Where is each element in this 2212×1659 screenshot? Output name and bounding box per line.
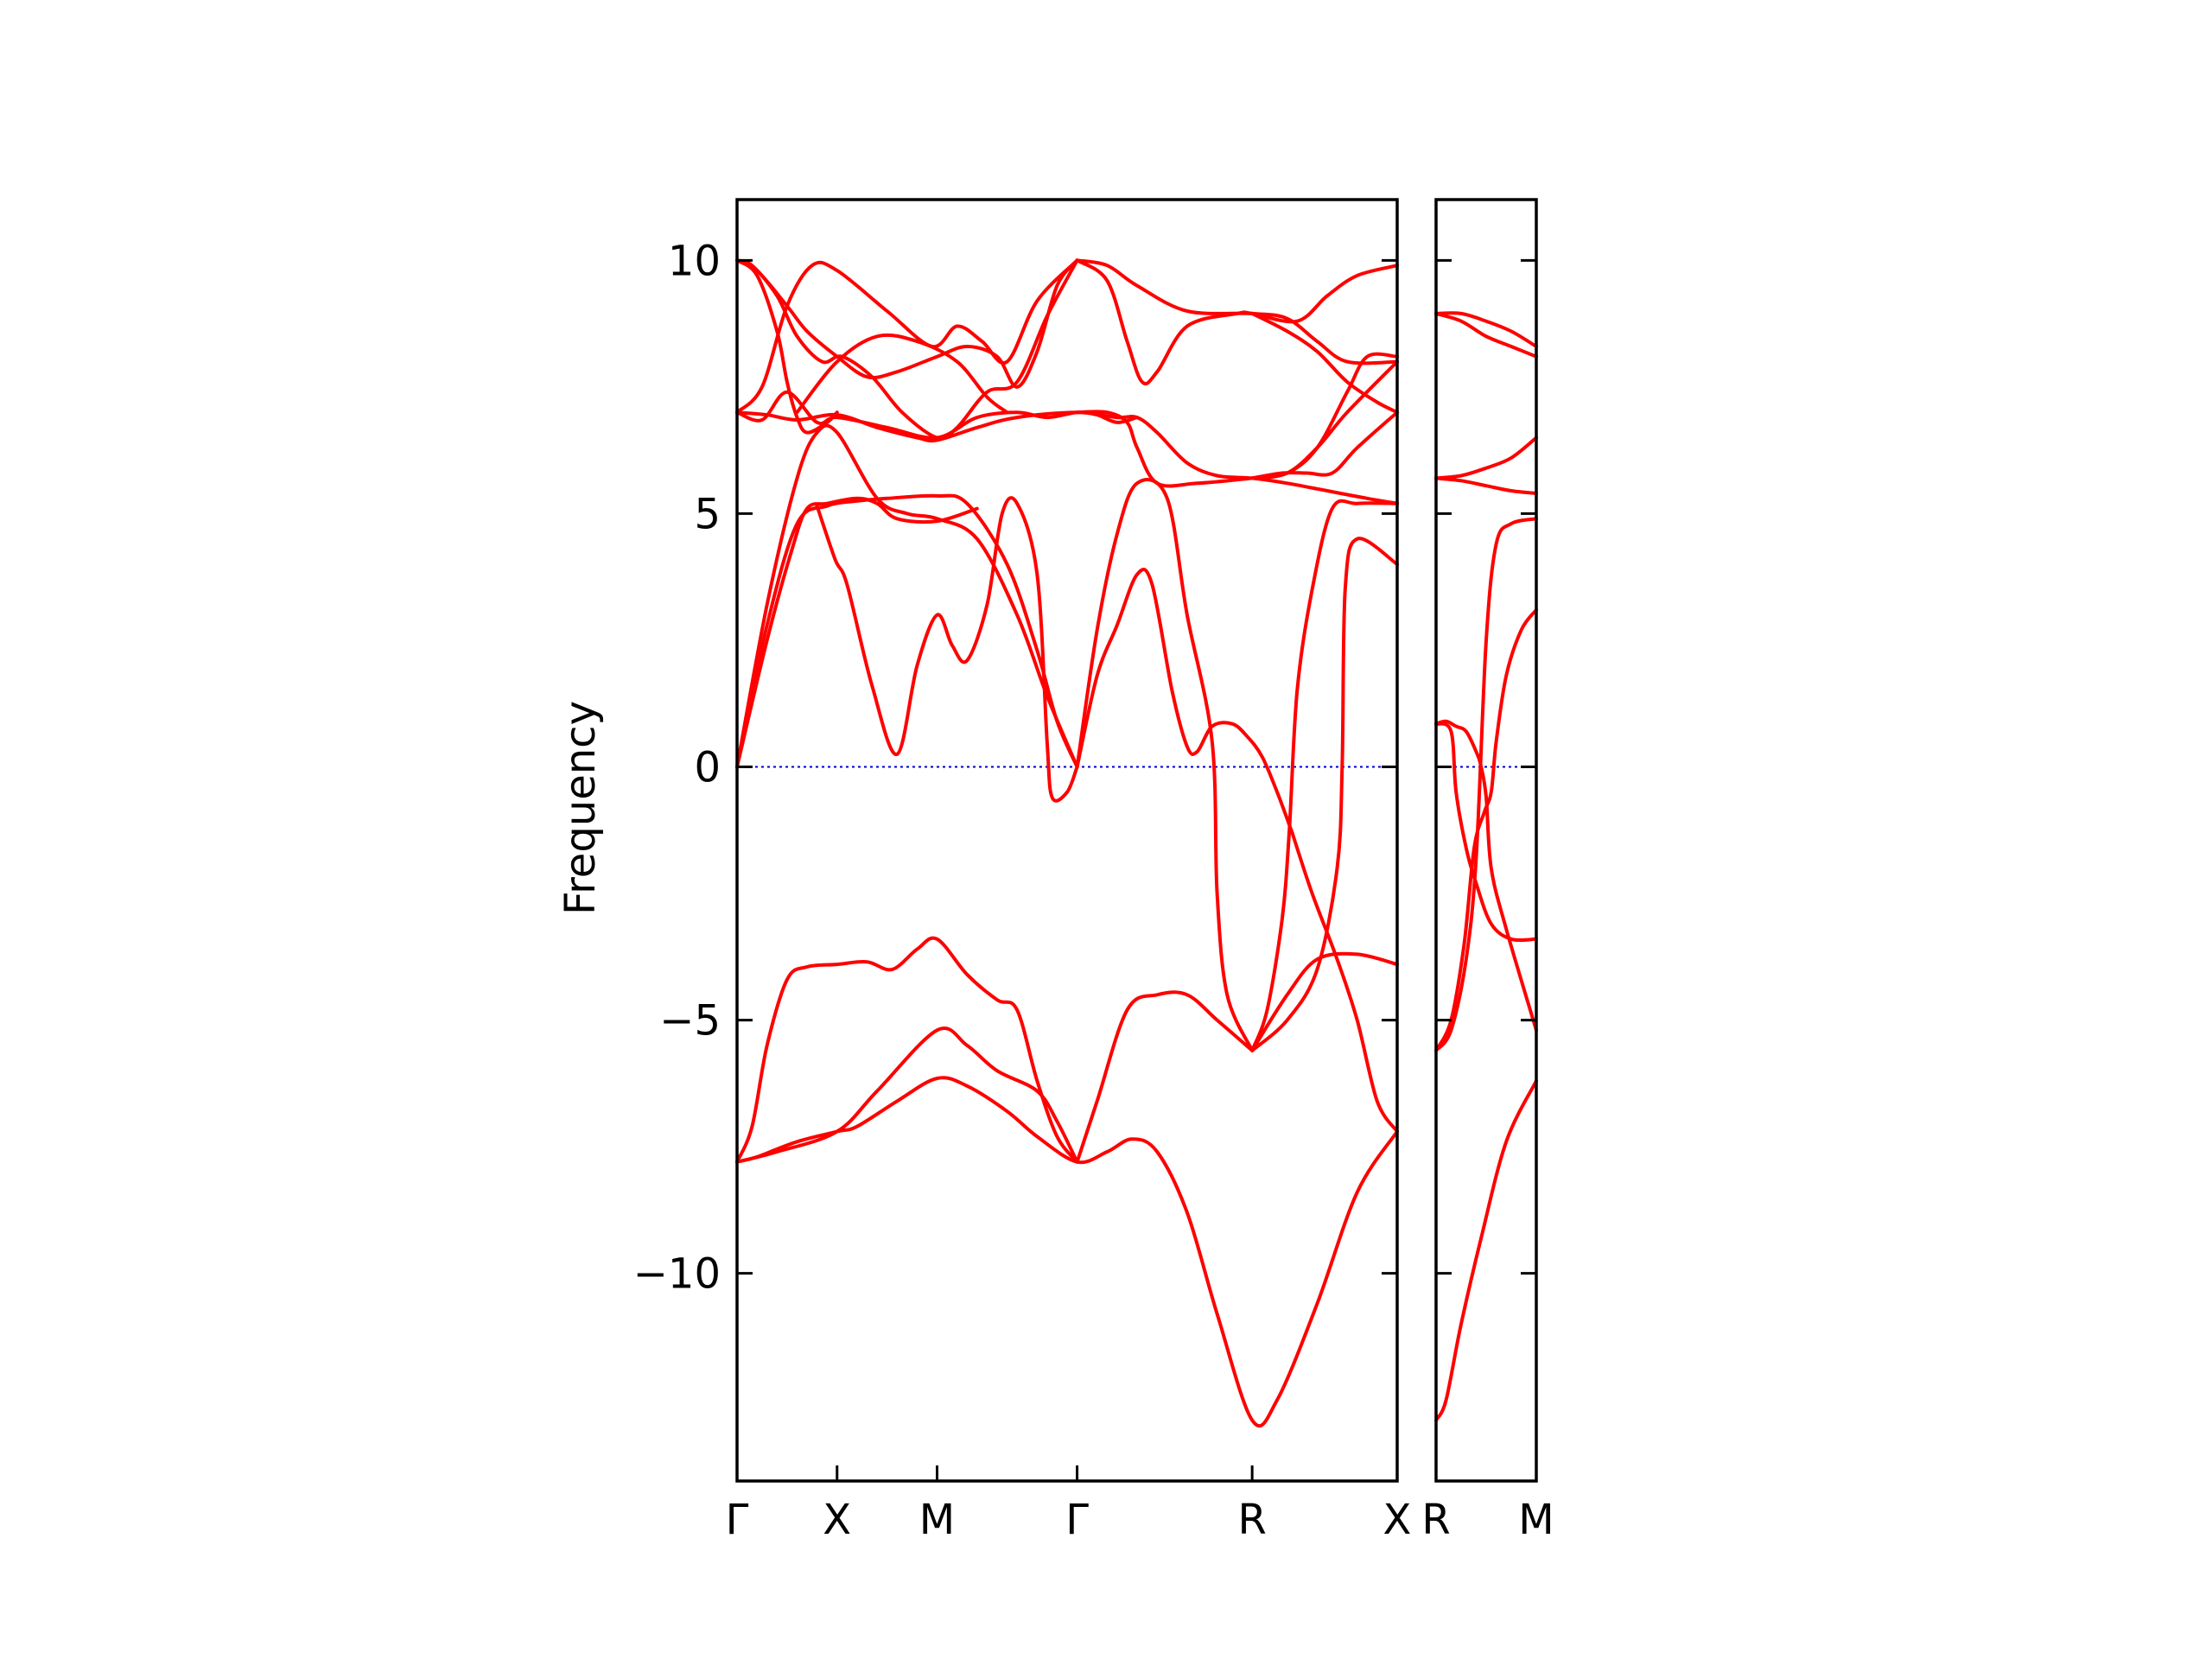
band-line-0-6 bbox=[735, 493, 1079, 769]
band-line-0-23 bbox=[1075, 258, 1399, 386]
band-line-0-4 bbox=[1250, 951, 1399, 1052]
band-line-0-25 bbox=[1250, 352, 1399, 480]
x-tick-label: R bbox=[1421, 1496, 1450, 1544]
y-tick-label: 10 bbox=[668, 237, 721, 285]
y-axis-ticks: 10 5 0 −5 −10 bbox=[633, 237, 721, 1298]
band-line-0-20 bbox=[735, 258, 1079, 441]
x-tick-label: M bbox=[919, 1496, 955, 1544]
band-line-0-16 bbox=[1075, 359, 1399, 488]
y-tick-label: 5 bbox=[694, 490, 721, 538]
x-tick-label: Γ bbox=[1065, 1496, 1089, 1544]
band-line-0-11 bbox=[1075, 478, 1255, 1052]
x-tick-label: R bbox=[1237, 1496, 1266, 1544]
band-line-0-13 bbox=[1290, 830, 1399, 1134]
y-tick-label: −5 bbox=[659, 997, 721, 1046]
plot-frame bbox=[735, 198, 1399, 1483]
band-line-1-8 bbox=[1434, 311, 1538, 359]
band-line-0-1 bbox=[735, 1027, 1079, 1164]
band-line-0-12 bbox=[1250, 499, 1399, 1052]
band-line-0-10 bbox=[1075, 568, 1294, 835]
band-line-0-5 bbox=[1250, 537, 1399, 1052]
band-line-1-4 bbox=[1434, 721, 1538, 943]
band-line-1-5 bbox=[1434, 476, 1538, 495]
x-tick-label: X bbox=[1383, 1496, 1412, 1544]
band-line-0-17 bbox=[735, 258, 839, 435]
band-line-0-9 bbox=[815, 496, 1079, 803]
band-line-1-3 bbox=[1434, 719, 1538, 1033]
band-line-1-7 bbox=[1434, 311, 1538, 348]
band-line-1-6 bbox=[1434, 435, 1538, 480]
band-line-0-19 bbox=[735, 258, 1079, 415]
x-tick-label: X bbox=[823, 1496, 851, 1544]
y-axis-label: Frequency bbox=[556, 701, 605, 915]
band-line-0-0 bbox=[735, 1076, 1399, 1428]
band-line-0-3 bbox=[1075, 990, 1255, 1164]
band-line-0-18 bbox=[735, 258, 1079, 389]
band-line-0-2 bbox=[735, 936, 1079, 1164]
band-line-0-26 bbox=[1250, 410, 1399, 480]
x-tick-label: Γ bbox=[726, 1496, 749, 1544]
band-line-1-0 bbox=[1434, 1078, 1538, 1422]
x-tick-label: M bbox=[1518, 1496, 1554, 1544]
y-tick-label: 0 bbox=[694, 744, 721, 792]
band-line-0-21 bbox=[795, 333, 1009, 415]
band-line-0-24 bbox=[1250, 311, 1399, 415]
band-line-0-14 bbox=[735, 410, 1399, 505]
band-line-0-7 bbox=[735, 423, 1079, 769]
y-tick-label: −10 bbox=[633, 1250, 721, 1299]
band-line-0-22 bbox=[1075, 258, 1399, 365]
plot-frame bbox=[1434, 198, 1538, 1483]
band-line-0-8 bbox=[735, 496, 979, 769]
